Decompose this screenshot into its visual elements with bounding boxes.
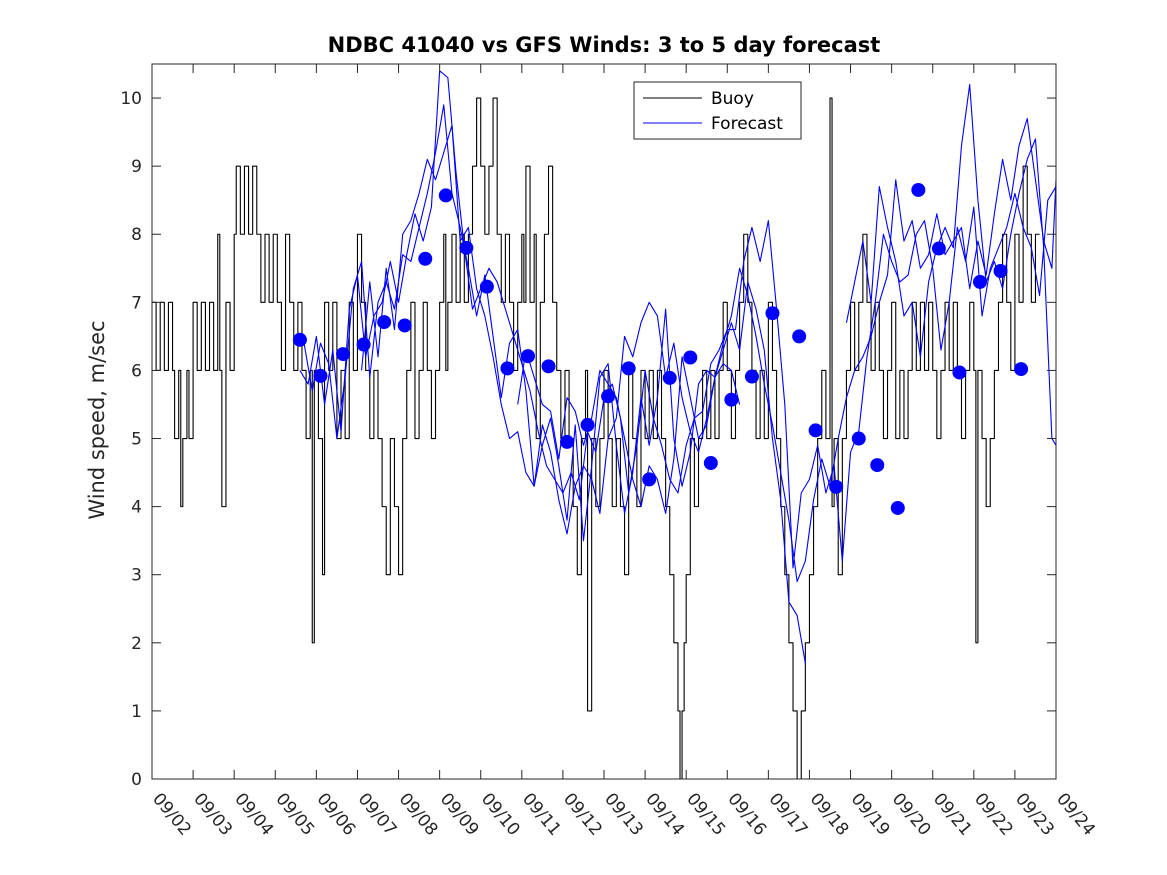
forecast-marker xyxy=(744,369,759,384)
x-tick-label: 09/16 xyxy=(723,789,770,839)
x-tick-label: 09/18 xyxy=(806,789,853,839)
x-tick-label: 09/24 xyxy=(1052,789,1099,839)
buoy-series-group xyxy=(152,97,1040,780)
forecast-marker xyxy=(560,434,575,449)
x-tick-label: 09/20 xyxy=(888,789,935,839)
y-tick-label: 4 xyxy=(131,498,142,518)
chart-title: NDBC 41040 vs GFS Winds: 3 to 5 day fore… xyxy=(328,33,881,57)
y-axis-ticks: 0 1 2 3 4 5 6 7 8 9 10 xyxy=(120,89,1056,790)
x-tick-label: 09/17 xyxy=(765,789,812,839)
y-tick-label: 3 xyxy=(131,566,142,586)
forecast-marker xyxy=(911,182,926,197)
y-tick-label: 9 xyxy=(131,157,142,177)
forecast-markers-group xyxy=(292,182,1029,515)
forecast-marker xyxy=(500,361,515,376)
forecast-marker xyxy=(642,472,657,487)
forecast-marker xyxy=(336,347,351,362)
x-tick-label: 09/08 xyxy=(395,789,442,839)
x-tick-label: 09/23 xyxy=(1011,789,1058,839)
forecast-series-line-2 xyxy=(303,104,806,664)
forecast-marker xyxy=(703,456,718,471)
x-tick-label: 09/13 xyxy=(600,789,647,839)
x-tick-label: 09/10 xyxy=(477,789,524,839)
forecast-marker xyxy=(765,306,780,321)
forecast-series-line-1 xyxy=(299,70,1057,569)
y-tick-label: 8 xyxy=(131,225,142,245)
x-tick-label: 09/19 xyxy=(847,789,894,839)
legend-forecast-label: Forecast xyxy=(711,114,783,134)
x-tick-label: 09/11 xyxy=(518,789,565,839)
forecast-marker xyxy=(601,389,616,404)
y-tick-label: 0 xyxy=(131,770,142,790)
x-tick-label: 09/07 xyxy=(354,789,401,839)
forecast-marker xyxy=(459,240,474,255)
forecast-marker xyxy=(377,315,392,330)
y-tick-label: 1 xyxy=(131,702,142,722)
forecast-marker xyxy=(851,431,866,446)
forecast-marker xyxy=(792,329,807,344)
forecast-marker xyxy=(724,392,739,407)
forecast-marker xyxy=(870,458,885,473)
plot-area xyxy=(152,70,1057,780)
forecast-marker xyxy=(931,241,946,256)
forecast-series-line-3 xyxy=(361,117,1057,583)
legend-box xyxy=(633,81,802,140)
legend-buoy-label: Buoy xyxy=(711,89,754,109)
x-tick-label: 09/14 xyxy=(641,789,688,839)
y-tick-label: 7 xyxy=(131,293,142,313)
forecast-marker xyxy=(829,479,844,494)
forecast-series-line-4 xyxy=(517,349,741,514)
forecast-marker xyxy=(520,349,535,364)
forecast-marker xyxy=(418,251,433,266)
forecast-marker xyxy=(541,359,556,374)
y-axis-label: Wind speed, m/sec xyxy=(85,320,109,519)
forecast-marker xyxy=(397,318,412,333)
x-tick-label: 09/05 xyxy=(271,789,318,839)
x-axis-ticks: 09/0209/0309/0409/0509/0609/0709/0809/09… xyxy=(148,64,1099,840)
x-tick-label: 09/09 xyxy=(436,789,483,839)
forecast-marker xyxy=(292,332,307,347)
x-tick-label: 09/04 xyxy=(230,789,277,839)
y-tick-label: 5 xyxy=(131,430,142,450)
forecast-marker xyxy=(683,350,698,365)
x-tick-label: 09/02 xyxy=(148,789,195,839)
y-tick-label: 2 xyxy=(131,634,142,654)
y-tick-label: 10 xyxy=(120,89,142,109)
forecast-marker xyxy=(972,274,987,289)
forecast-marker xyxy=(808,423,823,438)
legend: Buoy Forecast xyxy=(633,81,802,140)
x-tick-label: 09/15 xyxy=(682,789,729,839)
forecast-marker xyxy=(580,417,595,432)
forecast-marker xyxy=(662,370,677,385)
forecast-marker xyxy=(952,365,967,380)
forecast-marker xyxy=(356,337,371,352)
x-tick-label: 09/21 xyxy=(929,789,976,839)
forecast-marker xyxy=(313,368,328,383)
forecast-series-group xyxy=(299,70,1057,664)
x-tick-label: 09/03 xyxy=(189,789,236,839)
forecast-marker xyxy=(479,279,494,294)
x-tick-label: 09/12 xyxy=(559,789,606,839)
buoy-series-line xyxy=(152,97,1040,780)
y-tick-label: 6 xyxy=(131,361,142,381)
forecast-marker xyxy=(438,188,453,203)
forecast-marker xyxy=(621,361,636,376)
forecast-marker xyxy=(1014,362,1029,377)
forecast-marker xyxy=(890,500,905,515)
forecast-series-line-5 xyxy=(845,83,1057,446)
x-tick-label: 09/06 xyxy=(313,789,360,839)
x-tick-label: 09/22 xyxy=(970,789,1017,839)
forecast-marker xyxy=(993,264,1008,279)
